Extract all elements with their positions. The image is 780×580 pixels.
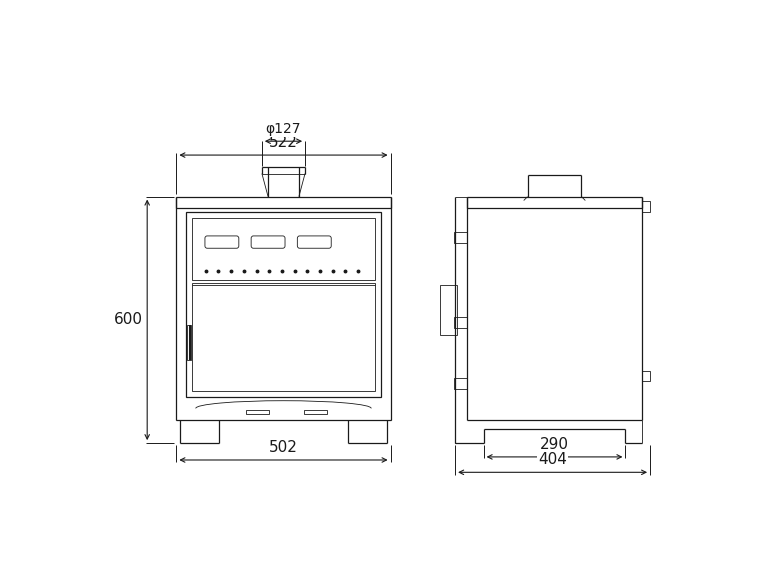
Bar [454, 232, 466, 243]
Bar [642, 371, 650, 382]
Bar [192, 283, 375, 391]
Text: 522: 522 [269, 135, 298, 150]
Bar [246, 410, 269, 414]
Text: 404: 404 [538, 452, 567, 467]
Bar [454, 378, 466, 389]
Bar [440, 285, 457, 335]
Text: 502: 502 [269, 440, 298, 455]
Text: φ127: φ127 [266, 122, 301, 136]
Bar [192, 218, 375, 280]
Text: 290: 290 [540, 437, 569, 451]
Bar [186, 212, 381, 397]
Text: 600: 600 [115, 313, 144, 327]
Bar [642, 201, 650, 212]
Bar [454, 317, 466, 328]
Bar [187, 325, 191, 360]
Bar [303, 410, 327, 414]
